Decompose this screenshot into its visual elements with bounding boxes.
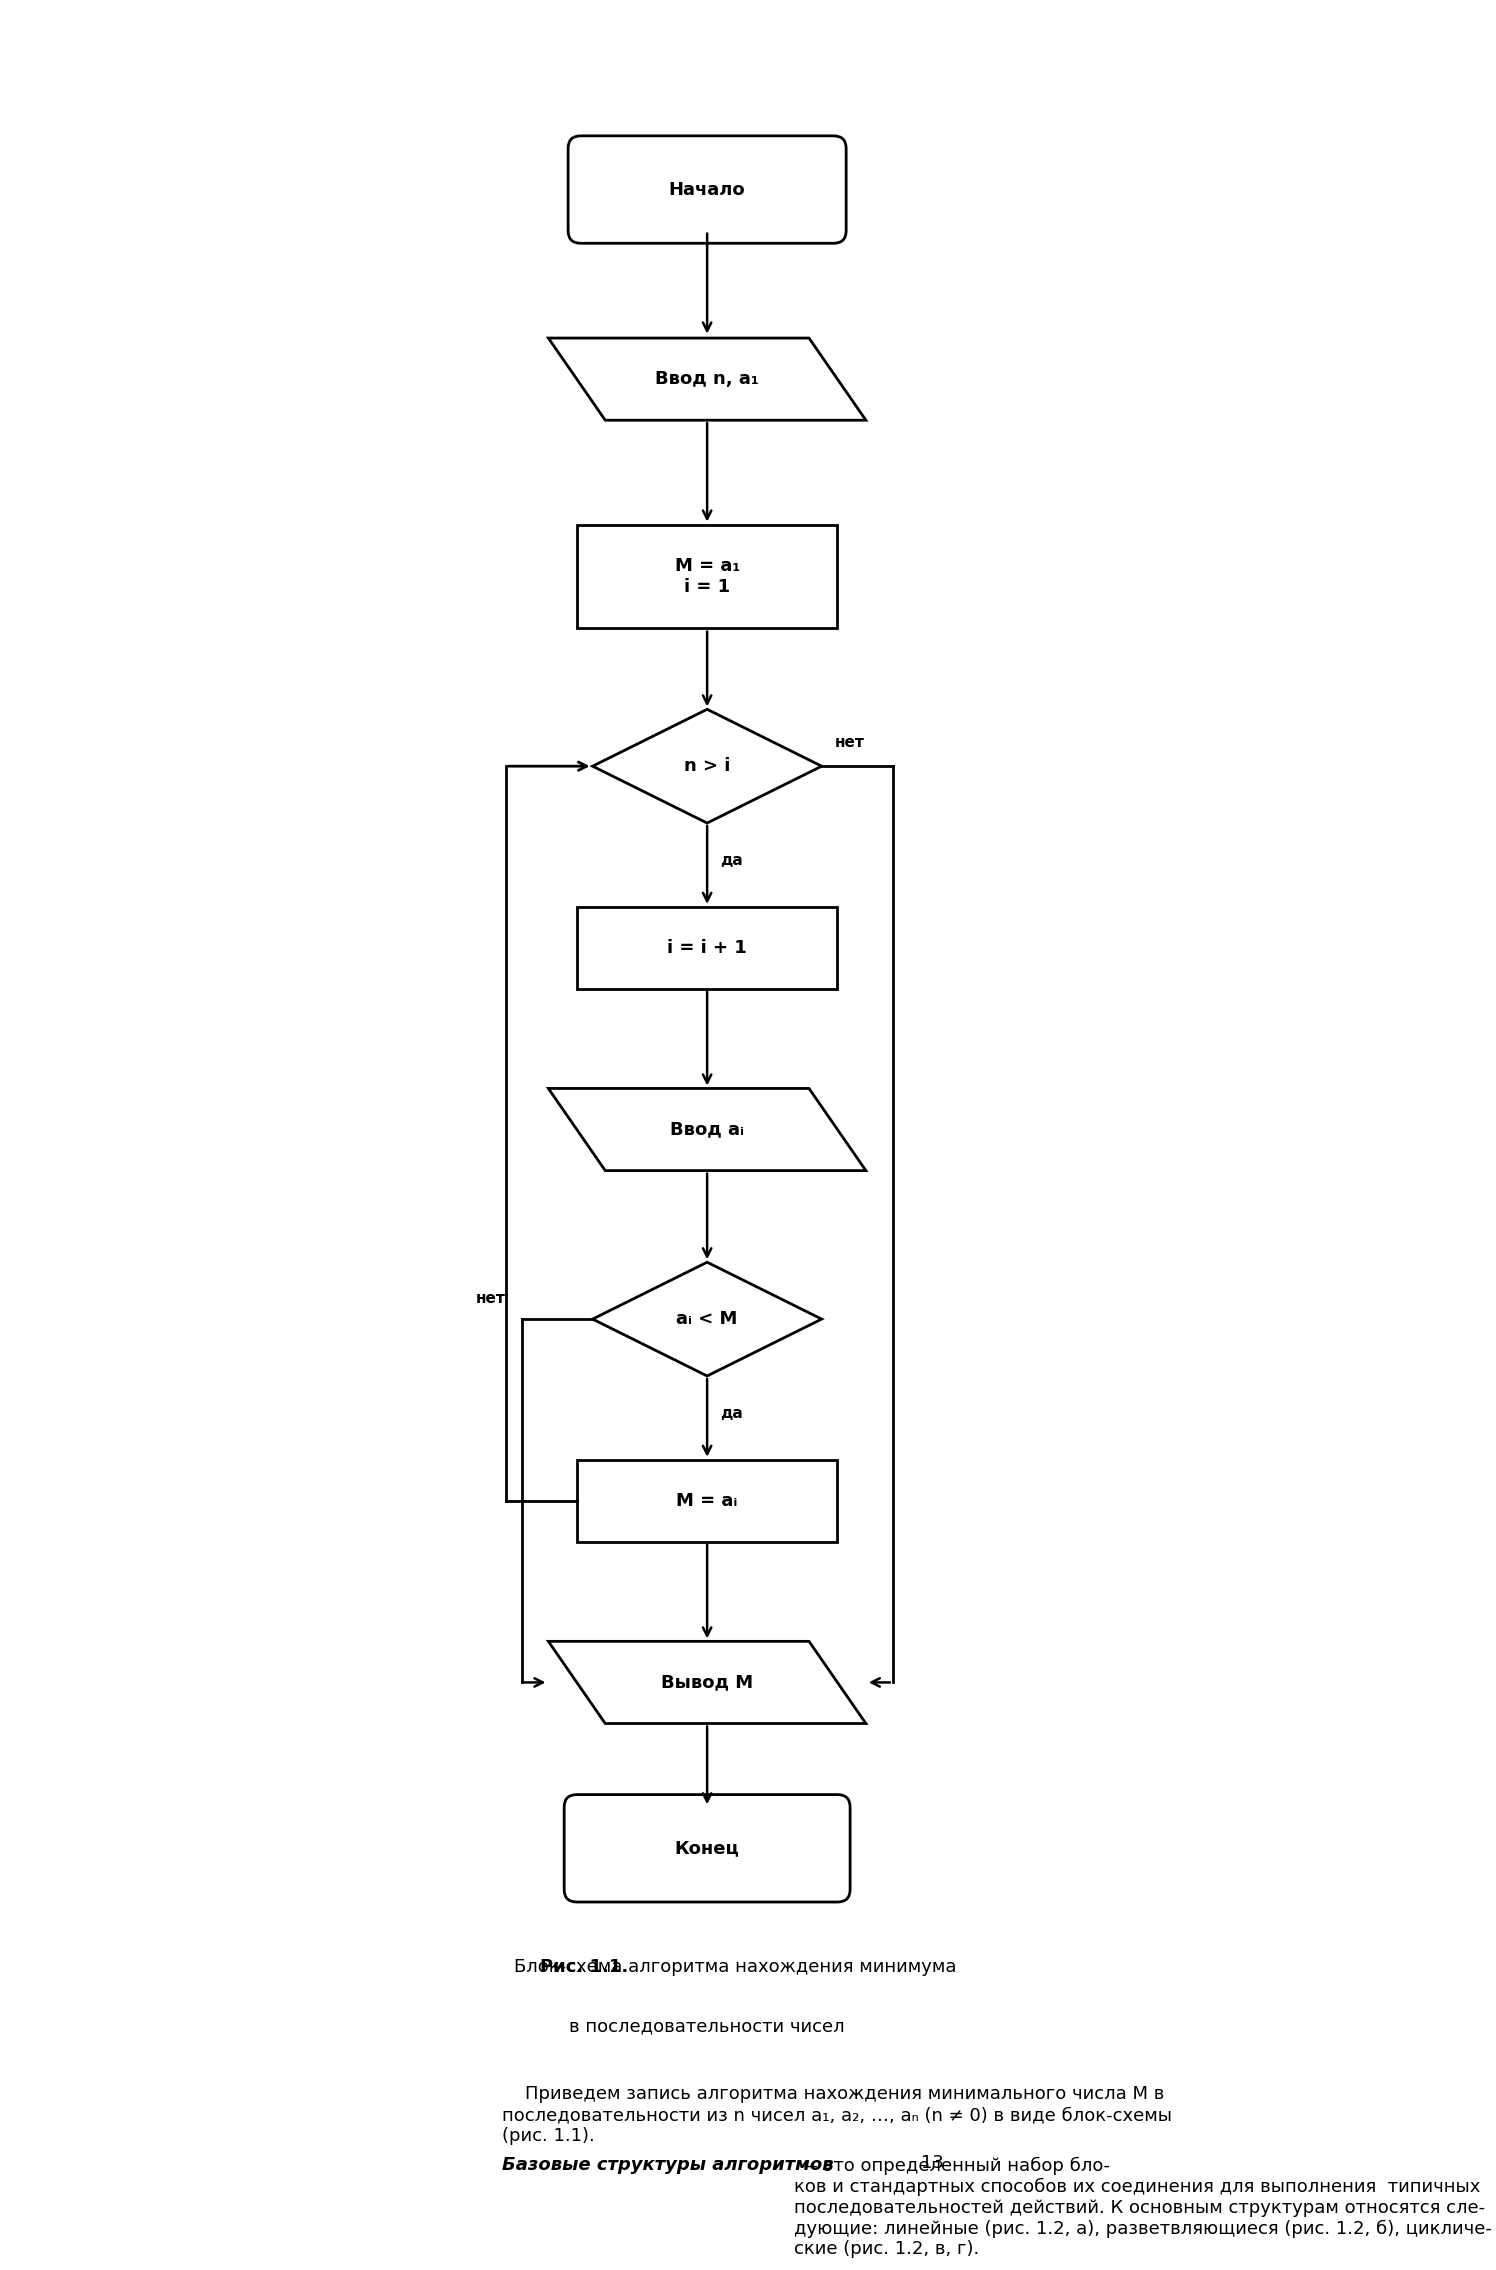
Polygon shape	[592, 1262, 821, 1376]
FancyBboxPatch shape	[568, 136, 847, 243]
Text: Начало: Начало	[669, 182, 745, 197]
Text: в последовательности чисел: в последовательности чисел	[570, 2018, 845, 2036]
Text: aᵢ < M: aᵢ < M	[676, 1310, 738, 1328]
Text: Блок-схема алгоритма нахождения минимума: Блок-схема алгоритма нахождения минимума	[515, 1957, 957, 1975]
Text: Вывод M: Вывод M	[661, 1673, 752, 1691]
Text: Ввод aᵢ: Ввод aᵢ	[670, 1121, 744, 1140]
Polygon shape	[592, 708, 821, 824]
Bar	[577, 906, 838, 990]
Text: M = a₁
i = 1: M = a₁ i = 1	[675, 556, 739, 597]
Text: Базовые структуры алгоритмов: Базовые структуры алгоритмов	[501, 2156, 833, 2175]
Polygon shape	[549, 338, 866, 420]
Text: да: да	[720, 854, 742, 869]
Text: i = i + 1: i = i + 1	[667, 940, 747, 958]
Text: Конец: Конец	[675, 1839, 739, 1857]
Bar	[577, 524, 838, 629]
Polygon shape	[549, 1087, 866, 1171]
Text: нет: нет	[835, 735, 865, 749]
Text: да: да	[720, 1407, 742, 1421]
Text: Рис. 1.1.: Рис. 1.1.	[540, 1957, 628, 1975]
Bar	[577, 1460, 838, 1541]
Polygon shape	[549, 1641, 866, 1723]
Text: Приведем запись алгоритма нахождения минимального числа M в
последовательности и: Приведем запись алгоритма нахождения мин…	[501, 2086, 1171, 2145]
Text: M = aᵢ: M = aᵢ	[676, 1491, 738, 1510]
Text: 13: 13	[922, 2154, 944, 2172]
Text: Ввод n, a₁: Ввод n, a₁	[655, 370, 758, 388]
Text: — это определенный набор бло-
ков и стандартных способов их соединения для выпол: — это определенный набор бло- ков и стан…	[794, 2156, 1492, 2259]
Text: n > i: n > i	[684, 758, 730, 774]
Text: нет: нет	[476, 1292, 506, 1305]
FancyBboxPatch shape	[564, 1796, 850, 1902]
